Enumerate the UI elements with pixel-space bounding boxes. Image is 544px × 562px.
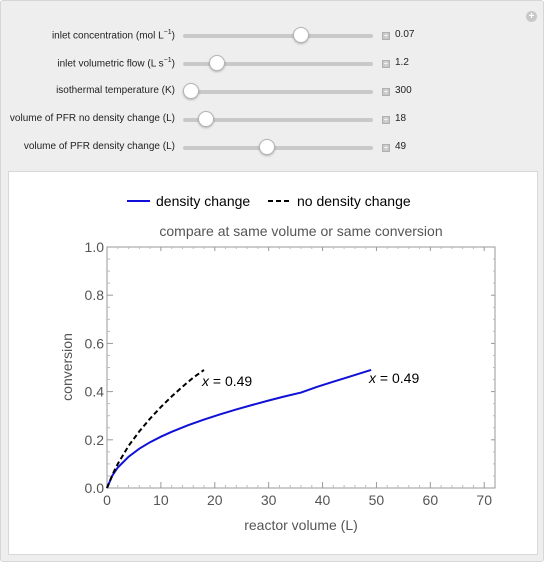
conversion-chart: density change no density change compare…: [59, 193, 496, 533]
y-tick-label: 1.0: [85, 239, 105, 255]
x-tick-label: 70: [476, 492, 492, 508]
legend-label-density-change: density change: [156, 193, 250, 209]
control-label-text: volume of PFR no density change (L): [9, 113, 175, 124]
slider-thumb[interactable]: [182, 83, 199, 99]
x-tick-label: 30: [261, 492, 277, 508]
control-row: isothermal temperature (K) +300: [1, 82, 544, 102]
expand-control-icon[interactable]: +: [382, 59, 390, 68]
control-value: 1.2: [395, 57, 409, 68]
y-tick-label: 0.2: [85, 432, 105, 448]
expand-control-icon[interactable]: +: [382, 87, 390, 96]
y-tick-label: 0.6: [85, 335, 105, 351]
control-label-text: inlet concentration (mol L: [51, 30, 164, 42]
annotation-value: = 0.49: [209, 373, 252, 389]
slider-track[interactable]: [183, 139, 373, 155]
control-label-superscript: −1: [163, 57, 172, 64]
y-tick-label: 0.8: [85, 287, 105, 303]
slider-track[interactable]: [183, 27, 373, 43]
plot-area: 0 10 20 30 40 50 60 70 0.0 0.2 0.4 0.6 0.8 1.0 x = 0.4…: [85, 239, 496, 508]
control-label-superscript: −1: [163, 29, 172, 36]
annotation-value: = 0.49: [376, 370, 419, 386]
y-tick-label: 0.4: [85, 384, 105, 400]
legend-label-no-density-change: no density change: [297, 193, 411, 209]
slider-thumb[interactable]: [209, 55, 226, 71]
control-label-end: ): [171, 30, 175, 42]
control-row: volume of PFR no density change (L) +18: [1, 110, 544, 130]
control-label: volume of PFR density change (L): [24, 141, 175, 152]
plus-icon[interactable]: +: [526, 11, 537, 22]
control-label-end: ): [171, 58, 175, 70]
slider-thumb[interactable]: [197, 111, 214, 127]
slider-track[interactable]: [182, 83, 373, 99]
expand-control-icon[interactable]: +: [382, 31, 390, 40]
control-label: inlet volumetric flow (L s−1): [57, 57, 175, 69]
annotation-label: x = 0.49: [201, 373, 252, 389]
y-tick-label: 0.0: [85, 480, 105, 496]
chart-title: compare at same volume or same conversio…: [159, 223, 442, 239]
slider-track[interactable]: [183, 111, 373, 127]
x-tick-label: 50: [369, 492, 385, 508]
control-value: 0.07: [395, 29, 415, 40]
control-value: 18: [395, 113, 407, 124]
control-value: 300: [395, 85, 412, 96]
series-line-no-density-change: [106, 369, 205, 489]
control-label: isothermal temperature (K): [56, 85, 175, 96]
expand-control-icon[interactable]: +: [382, 143, 390, 152]
slider-thumb[interactable]: [292, 27, 309, 43]
x-tick-label: 10: [153, 492, 169, 508]
control-label: inlet concentration (mol L−1): [52, 29, 175, 41]
annotation-variable: x: [368, 370, 377, 386]
legend: density change no density change: [127, 193, 411, 209]
annotation-label: x = 0.49: [368, 370, 419, 386]
y-axis-label: conversion: [59, 333, 75, 401]
series-line-density-change: [106, 368, 372, 489]
control-row: inlet concentration (mol L−1) +0.07: [1, 26, 544, 46]
x-tick-label: 20: [207, 492, 223, 508]
x-axis-label: reactor volume (L): [244, 517, 358, 533]
control-label: volume of PFR no density change (L): [10, 113, 175, 124]
plot-frame-box: [106, 246, 496, 489]
x-tick-label: 60: [423, 492, 439, 508]
slider-track[interactable]: [183, 55, 373, 71]
control-row: inlet volumetric flow (L s−1) +1.2: [1, 54, 544, 74]
plot-frame: density change no density change compare…: [8, 171, 538, 555]
control-row: volume of PFR density change (L) +49: [1, 138, 544, 158]
x-tick-label: 0: [103, 492, 111, 508]
x-tick-label: 40: [315, 492, 331, 508]
control-label-text: isothermal temperature (K): [56, 85, 175, 96]
slider-thumb[interactable]: [258, 139, 275, 155]
expand-control-icon[interactable]: +: [382, 115, 390, 124]
annotation-variable: x: [201, 373, 210, 389]
control-value: 49: [395, 141, 407, 152]
control-label-text: volume of PFR density change (L): [23, 141, 175, 152]
control-label-text: inlet volumetric flow (L s: [57, 58, 164, 70]
